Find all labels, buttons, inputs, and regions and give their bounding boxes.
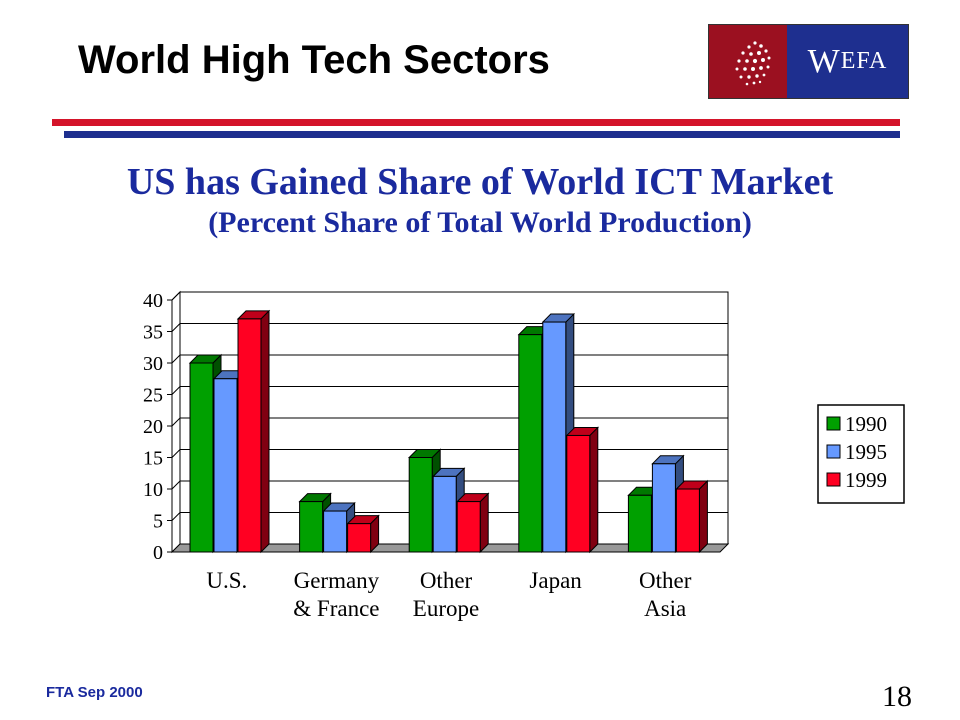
footer-text: FTA Sep 2000 <box>46 684 143 701</box>
y-tick-label: 40 <box>143 290 163 312</box>
header-rule-blue <box>64 131 900 138</box>
x-tick-label: Japan <box>529 568 582 593</box>
gridline <box>171 291 728 301</box>
y-tick-label: 30 <box>143 353 163 375</box>
bar-1999 <box>675 488 700 553</box>
legend-label-1995: 1995 <box>845 440 887 464</box>
bar-1999 <box>456 501 481 553</box>
bar-side <box>260 309 270 554</box>
bar-1995 <box>323 510 348 553</box>
slide-title: World High Tech Sectors <box>78 38 550 82</box>
chart-subheadline: (Percent Share of Total World Production… <box>208 206 752 239</box>
y-tick-label: 15 <box>143 448 163 470</box>
x-tick-label: Asia <box>644 596 686 621</box>
bar-side <box>479 492 489 554</box>
x-tick-label: & France <box>293 596 379 621</box>
legend-swatch-1995 <box>826 444 841 459</box>
x-tick-label: Europe <box>413 596 479 621</box>
bar-1990 <box>627 494 652 553</box>
bar-1999 <box>566 434 591 553</box>
bar-1995 <box>213 378 238 553</box>
page-number: 18 <box>882 680 912 713</box>
y-tick-label: 0 <box>153 542 163 564</box>
y-tick-label: 25 <box>143 385 163 407</box>
x-tick-label: Germany <box>294 568 380 593</box>
bar-side <box>698 479 708 554</box>
legend-swatch-1999 <box>826 472 841 487</box>
x-tick-label: Other <box>639 568 692 593</box>
logo-text-big: W <box>807 42 841 80</box>
logo-wordmark: W EFA <box>787 25 908 98</box>
bar-1990 <box>408 457 433 553</box>
y-tick-label: 35 <box>143 322 163 344</box>
bar-1999 <box>347 523 372 553</box>
header-rule-red <box>52 119 900 126</box>
bar-1990 <box>518 334 543 553</box>
wefa-logo: W EFA <box>708 24 909 99</box>
bar-1990 <box>299 501 324 553</box>
logo-dots-icon <box>709 25 787 98</box>
legend-label-1999: 1999 <box>845 468 887 492</box>
bar-1995 <box>651 463 676 553</box>
chart-headline: US has Gained Share of World ICT Market <box>126 161 834 203</box>
bar-1995 <box>432 475 457 553</box>
bar-1999 <box>237 318 262 553</box>
legend-label-1990: 1990 <box>845 412 887 436</box>
x-tick-label: Other <box>420 568 473 593</box>
bar-1990 <box>189 362 214 553</box>
x-tick-label: U.S. <box>206 568 247 593</box>
y-tick-label: 20 <box>143 416 163 438</box>
bar-side <box>589 426 599 554</box>
bar-1995 <box>542 321 567 553</box>
y-tick-label: 5 <box>153 511 163 533</box>
logo-text-small: EFA <box>840 48 888 74</box>
legend-swatch-1990 <box>826 416 841 431</box>
y-tick-label: 10 <box>143 479 163 501</box>
